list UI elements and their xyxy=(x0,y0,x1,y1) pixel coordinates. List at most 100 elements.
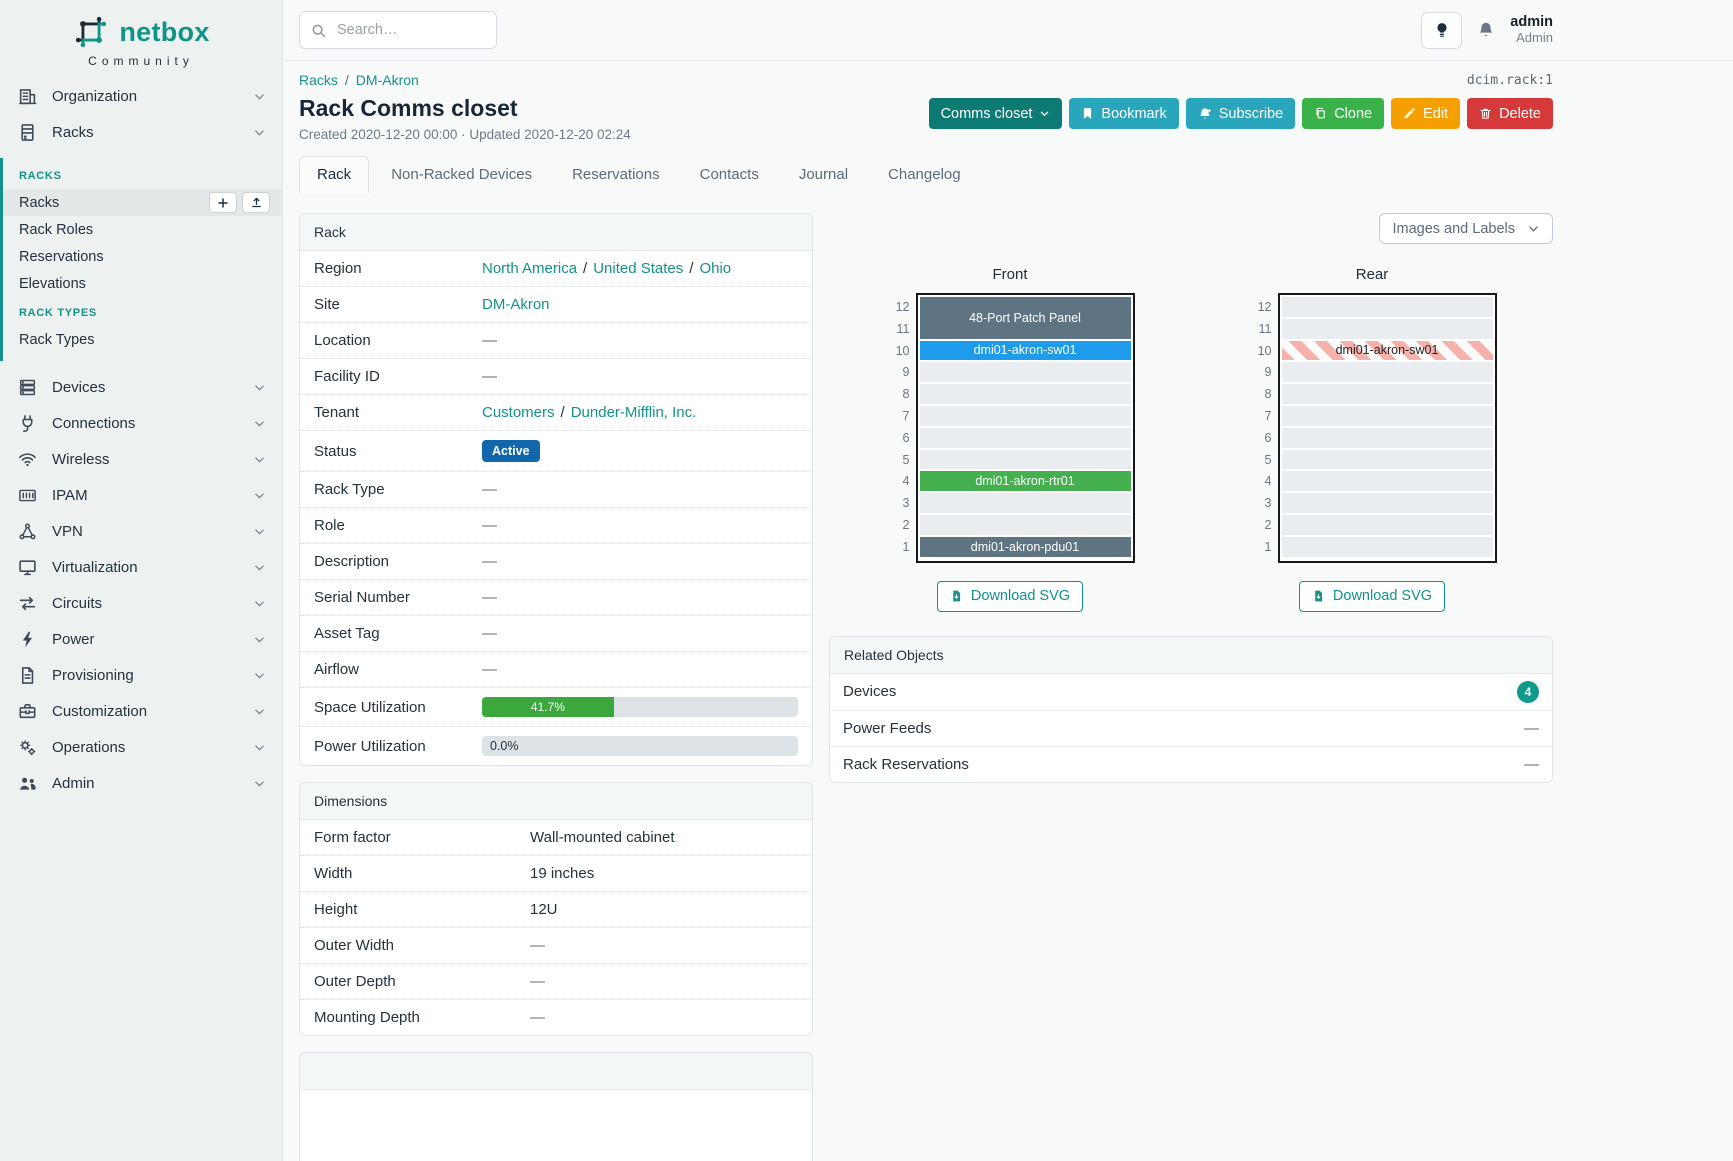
related-row-power-feeds[interactable]: Power Feeds — xyxy=(830,709,1552,746)
server-stack-icon xyxy=(18,378,37,397)
rack-unit-empty[interactable] xyxy=(1281,471,1493,494)
edit-button[interactable]: Edit xyxy=(1391,98,1461,129)
lightbulb-icon xyxy=(1434,22,1450,38)
search-input[interactable] xyxy=(335,21,485,39)
field-label: Outer Width xyxy=(314,937,395,954)
rack-unit-empty[interactable] xyxy=(919,449,1131,472)
chevron-down-icon xyxy=(253,669,266,682)
rack-device-sw01[interactable]: dmi01-akron-sw01 xyxy=(919,340,1131,361)
global-search[interactable] xyxy=(299,11,497,49)
rack-unit-empty[interactable] xyxy=(919,427,1131,450)
user-menu[interactable]: admin Admin xyxy=(1510,14,1553,46)
sidebar-subitem-rack-roles[interactable]: Rack Roles xyxy=(3,216,282,243)
sidebar-item-provisioning[interactable]: Provisioning xyxy=(0,657,282,693)
sidebar-item-ipam[interactable]: IPAM xyxy=(0,477,282,513)
tab-reservations[interactable]: Reservations xyxy=(572,166,660,183)
rack-device-sw01-rear[interactable]: dmi01-akron-sw01 xyxy=(1281,340,1493,361)
related-row-rack-reservations[interactable]: Rack Reservations — xyxy=(830,745,1552,782)
sidebar-item-virtualization[interactable]: Virtualization xyxy=(0,549,282,585)
rack-unit-empty[interactable] xyxy=(1281,297,1493,319)
rack-name-dropdown-button[interactable]: Comms closet xyxy=(928,98,1063,129)
rack-rear: dmi01-akron-sw01 xyxy=(1277,293,1497,563)
sidebar-item-vpn[interactable]: VPN xyxy=(0,513,282,549)
sidebar-subitem-elevations[interactable]: Elevations xyxy=(3,270,282,297)
download-svg-front-button[interactable]: Download SVG xyxy=(936,580,1084,612)
sidebar-subitem-rack-types[interactable]: Rack Types xyxy=(3,326,282,353)
field-label: Mounting Depth xyxy=(314,1009,420,1026)
sidebar-item-operations[interactable]: Operations xyxy=(0,729,282,765)
unit-label: 12 xyxy=(895,300,910,314)
add-rack-button[interactable] xyxy=(209,192,237,213)
rack-unit-empty[interactable] xyxy=(919,405,1131,428)
sidebar-item-racks[interactable]: Racks xyxy=(0,114,282,150)
sidebar-item-organization[interactable]: Organization xyxy=(0,78,282,114)
tab-journal[interactable]: Journal xyxy=(798,166,849,183)
sidebar-item-circuits[interactable]: Circuits xyxy=(0,585,282,621)
sidebar-item-devices[interactable]: Devices xyxy=(0,369,282,405)
rack-unit-empty[interactable] xyxy=(919,493,1131,515)
tab-rack[interactable]: Rack xyxy=(299,156,370,193)
dimensions-panel: Dimensions Form factor Wall-mounted cabi… xyxy=(299,782,813,1036)
sidebar-item-label: Virtualization xyxy=(52,558,138,576)
rack-unit-empty[interactable] xyxy=(1281,362,1493,385)
region-link[interactable]: Ohio xyxy=(699,260,732,277)
rack-device-pdu01[interactable]: dmi01-akron-pdu01 xyxy=(919,536,1131,557)
subscribe-label: Subscribe xyxy=(1218,105,1284,122)
import-rack-button[interactable] xyxy=(242,192,270,213)
unit-label: 6 xyxy=(1264,430,1272,445)
rack-unit-empty[interactable] xyxy=(919,384,1131,406)
field-label: Description xyxy=(314,553,390,570)
rack-unit-empty[interactable] xyxy=(1281,318,1493,341)
sidebar-item-customization[interactable]: Customization xyxy=(0,693,282,729)
sidebar-subitem-reservations[interactable]: Reservations xyxy=(3,243,282,270)
unit-label: 1 xyxy=(1264,539,1272,554)
field-label: Region xyxy=(314,260,362,277)
rack-unit-empty[interactable] xyxy=(1281,536,1493,559)
subscribe-button[interactable]: Subscribe xyxy=(1185,98,1296,129)
site-link[interactable]: DM-Akron xyxy=(482,296,550,313)
field-label: Tenant xyxy=(314,404,360,421)
rack-unit-empty[interactable] xyxy=(1281,384,1493,406)
download-svg-rear-button[interactable]: Download SVG xyxy=(1298,580,1446,612)
clone-button[interactable]: Clone xyxy=(1302,98,1385,129)
delete-button[interactable]: Delete xyxy=(1467,98,1553,129)
brand[interactable]: netbox Community xyxy=(0,0,282,78)
tenant-link[interactable]: Dunder-Mifflin, Inc. xyxy=(570,404,697,421)
download-label: Download SVG xyxy=(1332,588,1433,605)
tab-changelog[interactable]: Changelog xyxy=(888,166,961,183)
tenant-group-link[interactable]: Customers xyxy=(482,404,555,421)
rack-unit-empty[interactable] xyxy=(1281,405,1493,428)
sidebar-item-label: Racks xyxy=(52,123,94,141)
sidebar-item-connections[interactable]: Connections xyxy=(0,405,282,441)
elevation-view-select[interactable]: Images and Labels xyxy=(1379,213,1553,244)
region-link[interactable]: North America xyxy=(482,260,578,277)
tab-contacts[interactable]: Contacts xyxy=(699,166,759,183)
rack-device-rtr01[interactable]: dmi01-akron-rtr01 xyxy=(919,471,1131,492)
unit-label: 2 xyxy=(1264,517,1272,532)
empty-value: — xyxy=(482,661,497,678)
rack-unit-empty[interactable] xyxy=(1281,493,1493,515)
rack-unit-empty[interactable] xyxy=(1281,427,1493,450)
field-label: Power Utilization xyxy=(314,737,426,755)
theme-toggle-button[interactable] xyxy=(1421,11,1463,49)
breadcrumb-racks[interactable]: Racks xyxy=(299,72,338,88)
sidebar-item-wireless[interactable]: Wireless xyxy=(0,441,282,477)
notifications-button[interactable] xyxy=(1477,21,1495,39)
sidebar-item-power[interactable]: Power xyxy=(0,621,282,657)
rack-device-patch-panel[interactable]: 48-Port Patch Panel xyxy=(919,297,1131,339)
lightning-bolt-icon xyxy=(18,630,37,649)
tab-non-racked-devices[interactable]: Non-Racked Devices xyxy=(391,166,533,183)
unit-label: 3 xyxy=(1264,496,1272,511)
related-row-devices[interactable]: Devices 4 xyxy=(830,673,1552,710)
rack-unit-empty[interactable] xyxy=(1281,514,1493,537)
bookmark-button[interactable]: Bookmark xyxy=(1069,98,1179,129)
sidebar-item-admin[interactable]: Admin xyxy=(0,765,282,801)
breadcrumb-site[interactable]: DM-Akron xyxy=(355,72,419,88)
edit-label: Edit xyxy=(1423,105,1449,122)
sidebar-subitem-racks[interactable]: Racks xyxy=(3,189,282,216)
rack-unit-empty[interactable] xyxy=(919,362,1131,385)
rack-unit-empty[interactable] xyxy=(1281,449,1493,472)
rack-unit-empty[interactable] xyxy=(919,514,1131,537)
region-link[interactable]: United States xyxy=(593,260,684,277)
field-label: Height xyxy=(314,901,358,918)
